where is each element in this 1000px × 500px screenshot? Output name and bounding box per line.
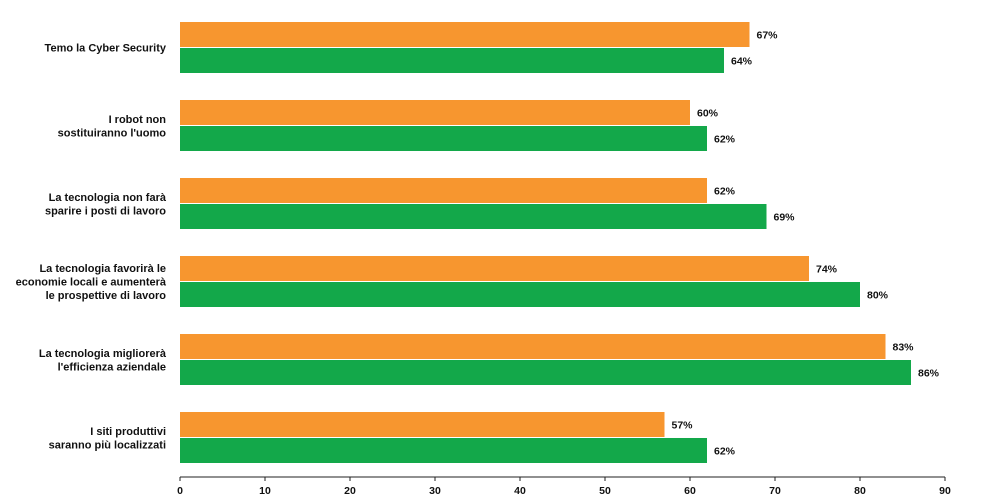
bar-orange-0	[180, 22, 750, 47]
value-labels: 67% 64% 60% 62% 62% 69% 74% 80% 83% 86% 57% 62%	[672, 30, 940, 458]
value-label-0-4: 83%	[893, 342, 915, 354]
bar-orange-5	[180, 412, 665, 437]
x-tick-label-0: 0	[177, 485, 183, 497]
value-label-1-5: 62%	[714, 446, 736, 458]
bar-orange-1	[180, 100, 690, 125]
value-label-1-2: 69%	[774, 212, 796, 224]
x-tick-label-30: 30	[429, 485, 441, 497]
bar-green-2	[180, 204, 767, 229]
bar-green-5	[180, 438, 707, 463]
category-labels: Temo la Cyber Security I robot non sostitu…	[16, 43, 167, 452]
x-tick-label-10: 10	[259, 485, 271, 497]
category-label-4: La tecnologia migliorerà l'efficienza azi…	[39, 348, 167, 374]
value-label-0-1: 60%	[697, 108, 719, 120]
category-label-0: Temo la Cyber Security	[45, 43, 167, 55]
x-tick-label-70: 70	[769, 485, 781, 497]
category-label-1: I robot non sostituiranno l'uomo	[58, 114, 167, 140]
value-label-1-3: 80%	[867, 290, 889, 302]
category-label-2: La tecnologia non farà sparire i posti di…	[45, 192, 167, 218]
value-label-0-2: 62%	[714, 186, 736, 198]
bar-orange-2	[180, 178, 707, 203]
value-label-1-4: 86%	[918, 368, 940, 380]
x-tick-label-20: 20	[344, 485, 356, 497]
category-label-5: I siti produttivi saranno più localizzati	[49, 426, 166, 452]
value-label-0-0: 67%	[757, 30, 779, 42]
x-tick-label-50: 50	[599, 485, 611, 497]
x-tick-label-80: 80	[854, 485, 866, 497]
value-label-0-3: 74%	[816, 264, 838, 276]
bar-orange-3	[180, 256, 809, 281]
bar-green-4	[180, 360, 911, 385]
bar-green-1	[180, 126, 707, 151]
x-tick-label-40: 40	[514, 485, 526, 497]
bar-green-0	[180, 48, 724, 73]
x-tick-label-60: 60	[684, 485, 696, 497]
value-label-0-5: 57%	[672, 420, 694, 432]
value-label-1-0: 64%	[731, 56, 753, 68]
value-label-1-1: 62%	[714, 134, 736, 146]
category-label-3: La tecnologia favorirà le economie locali…	[16, 263, 167, 302]
x-tick-label-90: 90	[939, 485, 951, 497]
bar-green-3	[180, 282, 860, 307]
bars-group	[180, 22, 911, 463]
bar-orange-4	[180, 334, 886, 359]
x-axis-ticks: 0 10 20 30 40 50 60 70 80 90	[177, 477, 951, 497]
